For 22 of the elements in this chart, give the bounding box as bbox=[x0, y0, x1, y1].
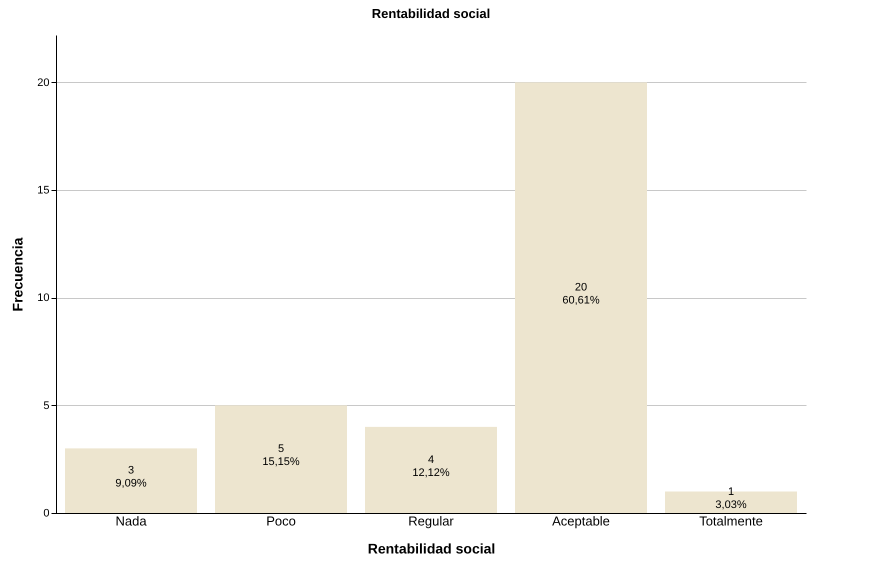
y-tick-label: 10 bbox=[37, 292, 50, 304]
x-axis-title: Rentabilidad social bbox=[368, 540, 496, 556]
chart-title: Rentabilidad social bbox=[372, 6, 490, 21]
y-tick-label: 15 bbox=[37, 184, 50, 197]
x-tick-label: Poco bbox=[266, 514, 296, 528]
x-tick-label: Aceptable bbox=[552, 514, 610, 528]
data-label: 20 60,61% bbox=[562, 282, 600, 307]
bar bbox=[515, 82, 647, 513]
bar bbox=[215, 405, 347, 513]
bar bbox=[365, 426, 497, 513]
data-label: 4 12,12% bbox=[412, 454, 450, 479]
bar bbox=[65, 448, 197, 513]
data-label: 1 3,03% bbox=[715, 486, 747, 512]
y-axis-title: Frecuencia bbox=[9, 237, 26, 312]
x-tick-label: Regular bbox=[408, 514, 454, 528]
y-tick-label: 5 bbox=[43, 400, 50, 412]
y-tick-label: 0 bbox=[43, 508, 50, 520]
x-tick-label: Nada bbox=[115, 514, 148, 528]
data-label: 5 15,15% bbox=[262, 443, 300, 468]
y-tick-label: 20 bbox=[37, 76, 50, 89]
x-tick-label: Totalmente bbox=[699, 514, 763, 528]
data-label: 3 9,09% bbox=[115, 464, 147, 490]
